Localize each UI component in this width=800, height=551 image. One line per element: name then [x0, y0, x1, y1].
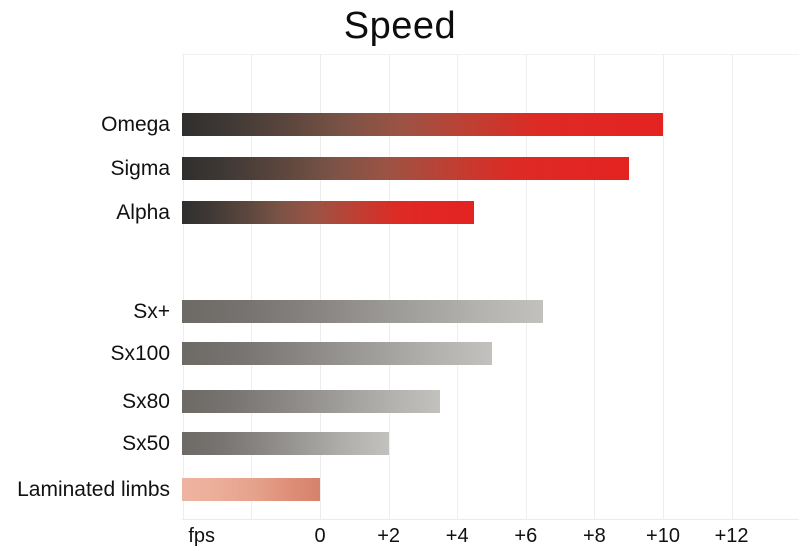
- category-label-sx50: Sx50: [122, 432, 170, 455]
- category-label-sigma: Sigma: [110, 157, 170, 180]
- gridline-plus4: [457, 54, 459, 520]
- bar-sx50: [182, 432, 389, 455]
- x-tick-plus4: +4: [445, 525, 469, 547]
- category-label-omega: Omega: [101, 113, 170, 136]
- bar-sx80: [182, 390, 441, 413]
- x-tick-plus10: +10: [646, 525, 680, 547]
- x-tick-0: 0: [314, 525, 326, 547]
- chart-title: Speed: [343, 5, 457, 47]
- plot-bottom-rule: [182, 519, 799, 520]
- gridline-plus8: [594, 54, 596, 520]
- x-axis-unit-label: fps: [188, 525, 215, 547]
- bar-omega: [182, 113, 663, 136]
- bar-sigma: [182, 157, 629, 180]
- bar-sx100: [182, 342, 492, 365]
- category-label-sx80: Sx80: [122, 390, 170, 413]
- bar-laminated-limbs: [182, 478, 320, 501]
- x-tick-plus2: +2: [377, 525, 400, 547]
- bar-sx: [182, 300, 543, 323]
- gridline-plus6: [525, 54, 527, 520]
- gridline-minus2: [251, 54, 253, 520]
- category-label-sx: Sx+: [133, 300, 170, 323]
- category-label-sx100: Sx100: [110, 342, 170, 365]
- x-tick-plus8: +8: [582, 525, 606, 547]
- gridline-plus0: [320, 54, 321, 520]
- gridline-minus4: [182, 54, 184, 520]
- plot-area: [182, 54, 799, 520]
- bar-alpha: [182, 201, 475, 224]
- plot-top-rule: [182, 54, 799, 55]
- category-label-laminated-limbs: Laminated limbs: [17, 478, 170, 501]
- gridline-plus10: [663, 54, 664, 520]
- x-tick-plus12: +12: [714, 525, 749, 547]
- category-label-alpha: Alpha: [116, 201, 170, 224]
- gridline-plus12: [731, 54, 733, 520]
- gridline-plus2: [388, 54, 390, 520]
- x-tick-plus6: +6: [514, 525, 538, 547]
